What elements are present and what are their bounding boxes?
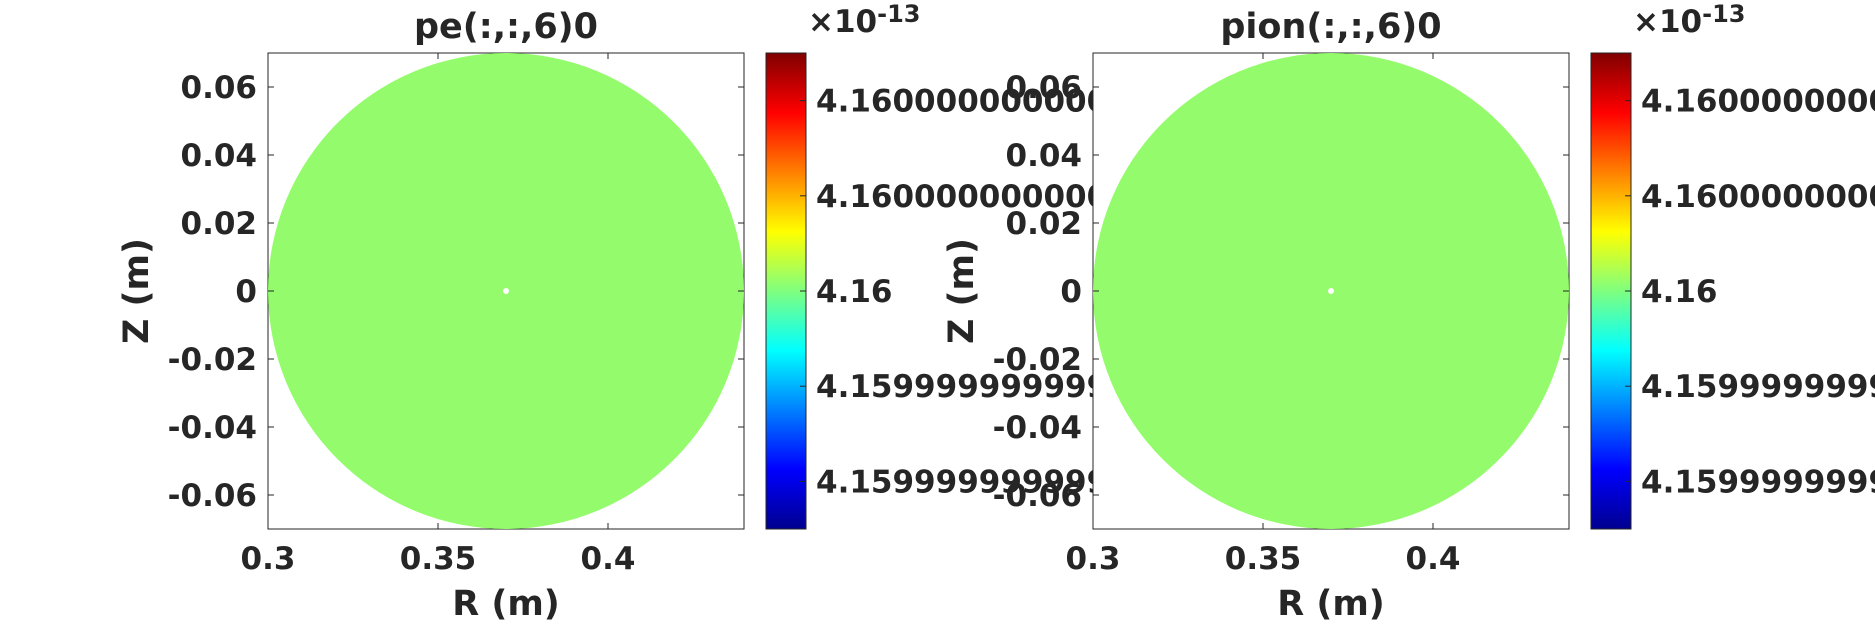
colorbar-tick-label: 4.1599999999999 — [1641, 464, 1875, 500]
y-tick-label: 0.06 — [181, 70, 258, 106]
colorbar-exponent-power: -13 — [1702, 0, 1745, 28]
x-tick-label: 0.35 — [1225, 541, 1302, 577]
y-tick-label: 0.04 — [181, 138, 258, 174]
y-tick-label: 0.04 — [1006, 138, 1083, 174]
x-tick-label: 0.3 — [241, 541, 296, 577]
y-axis-label: Z (m) — [942, 238, 982, 344]
chart-panel-2: 0.3 0.35 0.4 -0.06 -0.04 -0.02 0 0.02 0.04 0.06 pi… — [942, 0, 1875, 624]
colorbar-tick-label: 4.16 — [816, 274, 893, 310]
axis-center-marker — [503, 288, 509, 294]
y-tick-label: 0 — [1060, 274, 1082, 310]
colorbar-exponent-base: ×10 — [1633, 4, 1702, 40]
colorbar-tick-label: 4.1599999999999 — [1641, 369, 1875, 405]
y-tick-label: 0.02 — [1006, 206, 1083, 242]
colorbar-exponent-power: -13 — [877, 0, 920, 28]
y-tick-label: 0.06 — [1006, 70, 1083, 106]
x-tick-label: 0.3 — [1066, 541, 1121, 577]
y-tick-label: -0.06 — [168, 478, 257, 514]
colorbar-exponent-base: ×10 — [808, 4, 877, 40]
x-tick-label: 0.4 — [581, 541, 636, 577]
chart-title: pion(:,:,6)0 — [1220, 7, 1441, 47]
chart-title: pe(:,:,6)0 — [414, 7, 598, 47]
x-axis-label: R (m) — [1277, 584, 1385, 624]
chart-panel-1: 0.3 0.35 0.4 -0.06 -0.04 -0.02 0 0.02 0.04 0.06 pe… — [117, 0, 1130, 624]
x-axis-label: R (m) — [452, 584, 560, 624]
colorbar-exponent: ×10-13 — [1633, 0, 1745, 40]
colorbar — [765, 52, 807, 530]
colorbar-tick-label: 4.1600000000000 — [1641, 179, 1875, 215]
colorbar-tick-label: 4.16 — [1641, 274, 1718, 310]
colorbar-tick-label: 4.1600000000000 — [816, 84, 1130, 120]
y-tick-label: -0.04 — [993, 410, 1082, 446]
y-axis-label: Z (m) — [117, 238, 157, 344]
colorbar-tick-label: 4.1599999999999 — [816, 369, 1130, 405]
axis-center-marker — [1328, 288, 1334, 294]
x-tick-label: 0.35 — [400, 541, 477, 577]
y-tick-label: -0.02 — [168, 342, 257, 378]
y-tick-label: -0.02 — [993, 342, 1082, 378]
colorbar-tick-label: 4.1599999999999 — [816, 464, 1130, 500]
y-tick-label: 0.02 — [181, 206, 258, 242]
y-tick-label: -0.06 — [993, 478, 1082, 514]
x-tick-label: 0.4 — [1406, 541, 1461, 577]
y-tick-label: -0.04 — [168, 410, 257, 446]
colorbar — [1590, 52, 1632, 530]
colorbar-exponent: ×10-13 — [808, 0, 920, 40]
y-tick-label: 0 — [235, 274, 257, 310]
colorbar-tick-label: 4.1600000000000 — [816, 179, 1130, 215]
colorbar-tick-label: 4.1600000000000 — [1641, 84, 1875, 120]
